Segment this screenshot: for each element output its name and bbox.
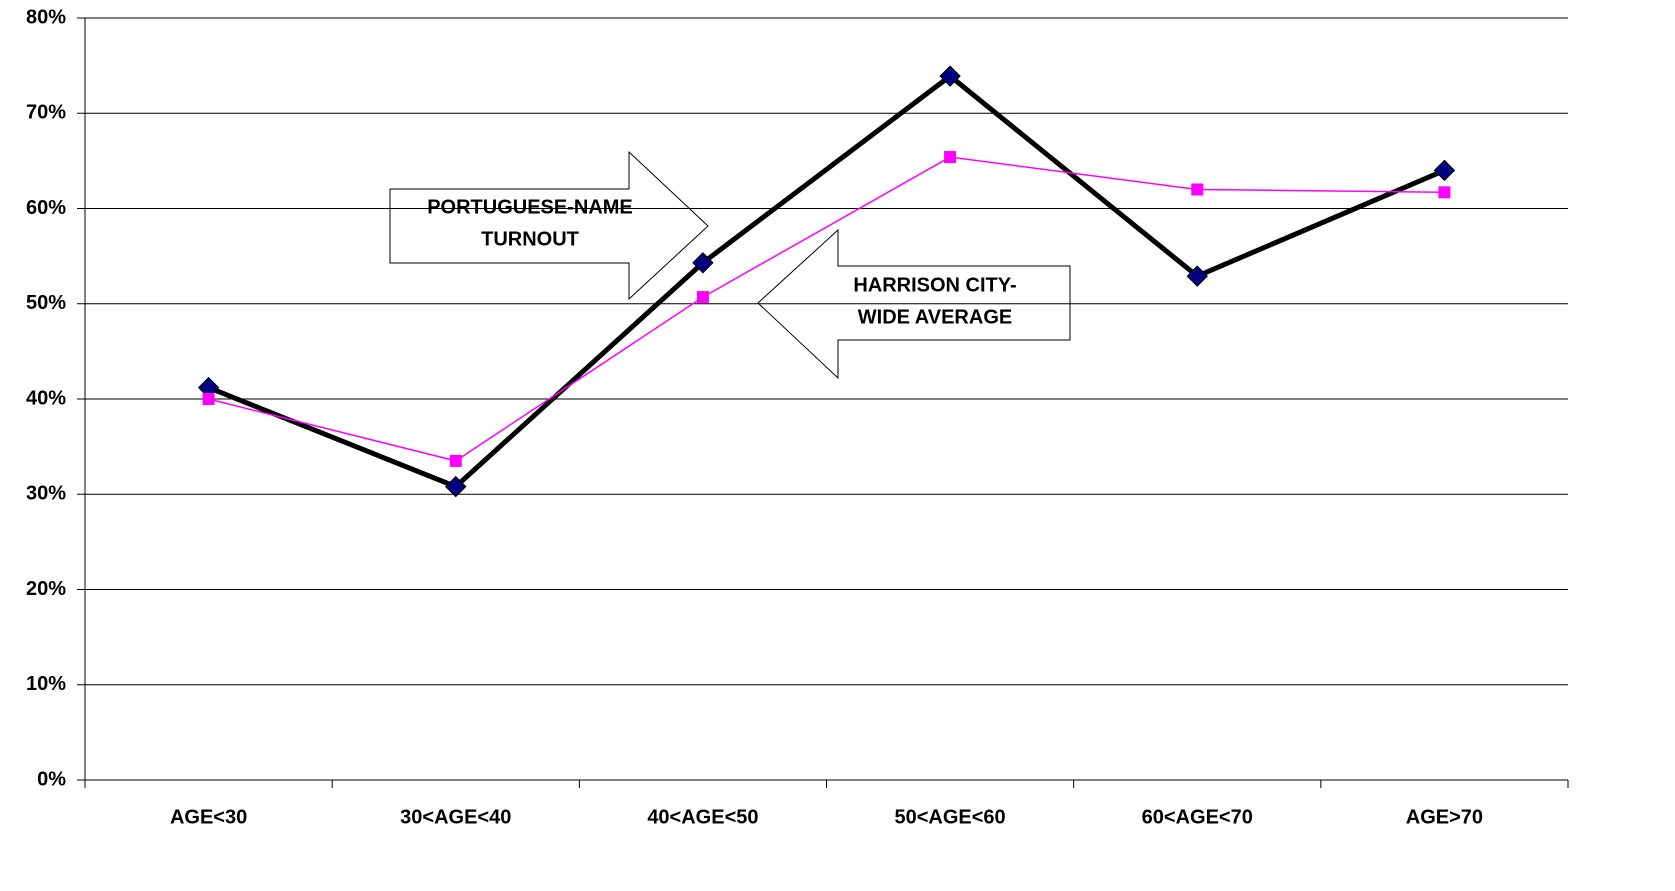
- marker: [202, 393, 215, 405]
- y-tick-label: 30%: [26, 483, 66, 505]
- x-tick-label: 30<AGE<40: [400, 806, 511, 828]
- marker: [1438, 186, 1451, 199]
- annotation: HARRISON CITY-: [853, 274, 1016, 296]
- x-tick-label: AGE<30: [170, 806, 247, 828]
- marker: [445, 475, 467, 498]
- annotation: TURNOUT: [481, 228, 579, 250]
- marker: [692, 252, 714, 274]
- marker: [1186, 265, 1208, 287]
- marker: [939, 65, 961, 87]
- x-tick-label: 50<AGE<60: [894, 806, 1005, 828]
- y-tick-label: 20%: [26, 578, 66, 600]
- y-tick-label: 70%: [26, 102, 66, 124]
- y-tick-label: 50%: [26, 292, 66, 314]
- x-tick-label: 60<AGE<70: [1142, 806, 1253, 828]
- y-tick-label: 10%: [26, 673, 66, 695]
- marker: [696, 291, 709, 304]
- y-tick-label: 80%: [26, 6, 66, 28]
- marker: [1433, 159, 1456, 182]
- annotation: PORTUGUESE-NAME: [427, 196, 633, 218]
- y-tick-label: 60%: [26, 197, 66, 219]
- annotation: WIDE AVERAGE: [858, 306, 1012, 328]
- y-tick-label: 0%: [37, 768, 66, 790]
- y-tick-label: 40%: [26, 387, 66, 409]
- marker: [1191, 183, 1204, 196]
- series-line: [208, 156, 1445, 462]
- marker: [449, 454, 462, 467]
- x-tick-label: AGE>70: [1406, 806, 1483, 828]
- marker: [944, 151, 957, 164]
- x-tick-label: 40<AGE<50: [647, 806, 758, 828]
- annotation-arrow: [389, 150, 709, 301]
- series-line: [207, 72, 1446, 490]
